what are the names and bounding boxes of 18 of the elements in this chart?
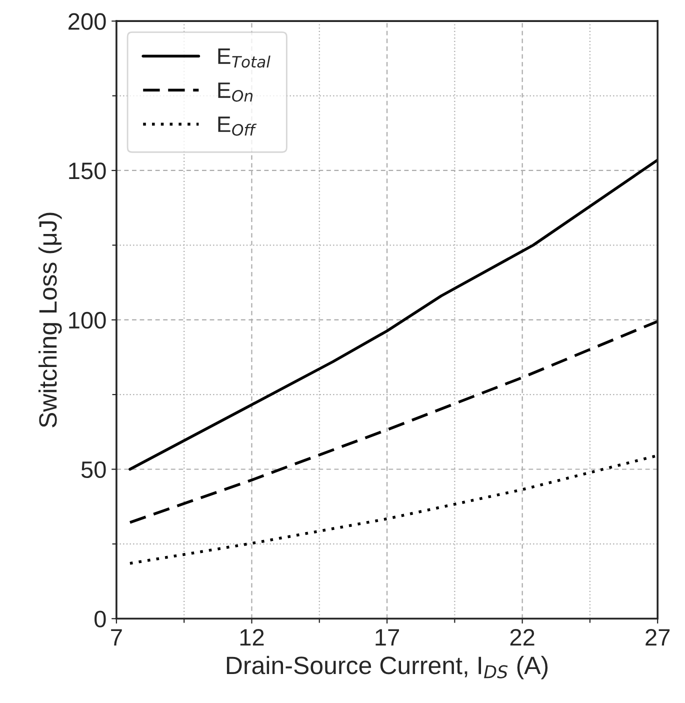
x-tick-label: 17 [376,629,399,646]
y-tick-label: 200 [68,13,106,30]
line-series [128,158,658,471]
x-axis-title: Drain-Source Current, I$_{DS}$ (A) [226,656,548,680]
x-tick-label: 12 [240,628,264,646]
y-tick-label: 0 [94,610,106,628]
x-tick-label: 7 [111,629,122,646]
y-tick-label: 50 [81,461,106,478]
line-series [128,454,658,565]
legend-label: E$_{Off}$ [218,116,257,136]
line-series [128,320,658,524]
y-axis-title: Switching Loss (μJ) [38,212,62,428]
x-tick-label: 22 [510,628,534,646]
y-tick-label: 150 [69,162,106,180]
x-tick-label: 27 [646,628,670,646]
legend-label: E$_{On}$ [218,82,253,102]
y-tick-label: 100 [69,312,106,329]
legend-label: E$_{Total}$ [218,48,270,68]
